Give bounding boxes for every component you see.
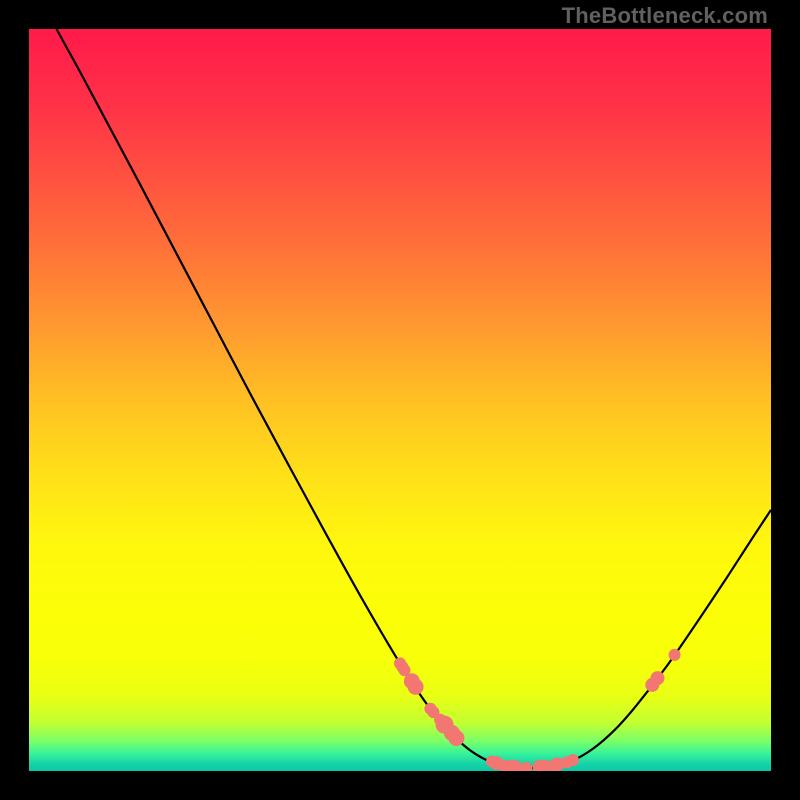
data-point-marker [448, 730, 464, 746]
data-point-marker [669, 649, 681, 661]
data-point-marker [567, 754, 579, 766]
data-point-marker [650, 671, 664, 685]
watermark-text: TheBottleneck.com [562, 3, 768, 29]
chart-container [29, 29, 771, 771]
data-point-marker [408, 679, 424, 695]
bottleneck-chart [29, 29, 771, 771]
